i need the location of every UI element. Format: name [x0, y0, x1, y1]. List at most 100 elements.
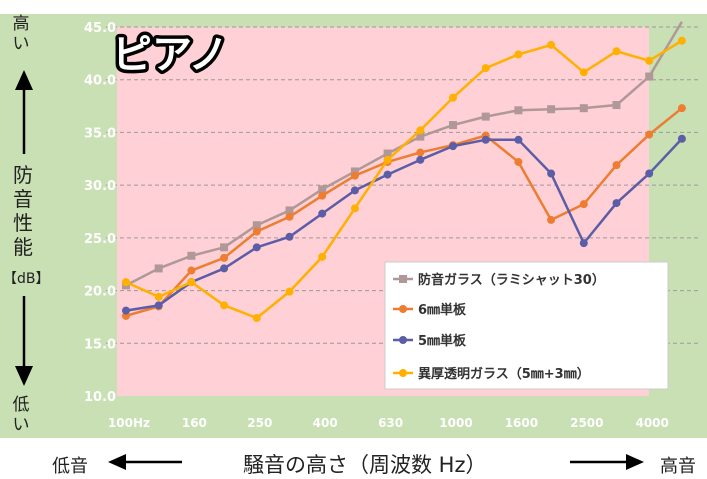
data-point: [220, 253, 229, 262]
data-point: [187, 278, 196, 287]
chart-title-outline: ピアノ: [112, 32, 228, 78]
x-tick-label: 250: [247, 416, 272, 430]
data-point: [252, 243, 261, 252]
legend-box: [384, 261, 669, 390]
y-tick-label: 30.0: [84, 179, 116, 194]
data-point: [187, 251, 196, 260]
data-point: [252, 227, 261, 236]
data-point: [416, 155, 425, 164]
data-point: [645, 56, 654, 65]
data-point: [579, 239, 588, 248]
series-line: [125, 39, 683, 320]
data-point: [318, 209, 327, 218]
data-point: [187, 266, 196, 275]
data-point: [285, 232, 294, 241]
y-tick-label: 40.0: [84, 74, 116, 89]
y-tick-label: 20.0: [84, 285, 116, 300]
data-point: [154, 292, 163, 301]
data-point: [383, 170, 392, 179]
data-point: [252, 313, 261, 322]
data-point: [612, 199, 621, 208]
legend-label: 6㎜単板: [418, 302, 467, 318]
data-point: [318, 191, 327, 200]
data-point: [481, 135, 490, 144]
series-group: [122, 36, 686, 322]
data-point: [220, 243, 229, 252]
y-arrow-up-head: [15, 70, 33, 90]
data-point: [547, 215, 556, 224]
data-point: [122, 278, 130, 287]
data-point: [579, 68, 588, 77]
data-point: [318, 185, 327, 194]
data-point: [220, 301, 229, 310]
data-point: [645, 72, 654, 81]
series-line: [125, 107, 683, 318]
data-point: [514, 157, 523, 166]
legend-label: 防音ガラス（ラミシャット30）: [418, 272, 605, 288]
data-point: [383, 155, 392, 164]
data-point: [449, 93, 457, 102]
y-tick-label: 25.0: [84, 232, 116, 247]
data-point: [252, 221, 261, 230]
y-tick-label: 45.0: [84, 21, 116, 36]
x-tick-label: 4000: [635, 416, 668, 430]
data-point: [547, 40, 556, 49]
data-point: [677, 104, 686, 113]
x-high-label: 高音: [660, 456, 696, 477]
data-point: [547, 169, 556, 178]
data-point: [416, 148, 425, 157]
data-point: [350, 186, 359, 195]
data-point: [154, 264, 163, 273]
legend-swatch-marker: [399, 369, 407, 377]
data-point: [677, 134, 686, 143]
y-high-label: 高い: [12, 14, 30, 54]
y-unit-label: 【dB】: [3, 271, 50, 287]
data-point: [416, 132, 425, 141]
x-tick-label: 100Hz: [108, 416, 150, 430]
data-point: [514, 50, 523, 59]
data-point: [612, 101, 621, 110]
y-low-label: 低い: [12, 395, 30, 435]
data-point: [285, 212, 294, 221]
data-point: [285, 287, 294, 296]
y-tick-label: 35.0: [84, 126, 116, 141]
x-tick-label: 1600: [505, 416, 538, 430]
x-arrow-left-head: [108, 454, 126, 470]
legend-swatch-marker: [399, 305, 407, 313]
series-line: [125, 137, 683, 312]
x-tick-label: 630: [378, 416, 403, 430]
legend-swatch-marker: [399, 336, 407, 344]
series-group: [122, 134, 686, 315]
data-point: [612, 47, 621, 56]
data-point: [612, 161, 621, 170]
data-point: [481, 64, 490, 73]
y-tick-label: 10.0: [84, 390, 116, 405]
data-point: [579, 200, 588, 209]
y-axis-title: 防音性能: [13, 163, 33, 259]
data-point: [122, 306, 130, 315]
data-point: [449, 142, 457, 151]
x-tick-label: 400: [313, 416, 338, 430]
data-point: [220, 264, 229, 273]
data-point: [547, 105, 556, 114]
data-point: [645, 169, 654, 178]
x-low-label: 低音: [52, 456, 88, 477]
x-tick-label: 1000: [439, 416, 472, 430]
data-point: [318, 252, 327, 261]
data-point: [514, 106, 523, 115]
y-arrow-down-head: [15, 366, 33, 386]
data-point: [677, 36, 686, 45]
data-point: [350, 167, 359, 176]
y-tick-label: 15.0: [84, 337, 116, 352]
x-tick-label: 160: [182, 416, 207, 430]
data-point: [383, 149, 392, 158]
data-point: [579, 104, 588, 113]
data-point: [449, 121, 457, 130]
data-point: [350, 171, 359, 180]
data-point: [154, 301, 163, 310]
data-point: [416, 126, 425, 135]
x-tick-label: 2500: [570, 416, 603, 430]
legend-swatch-marker: [399, 275, 407, 283]
data-point: [645, 130, 654, 139]
